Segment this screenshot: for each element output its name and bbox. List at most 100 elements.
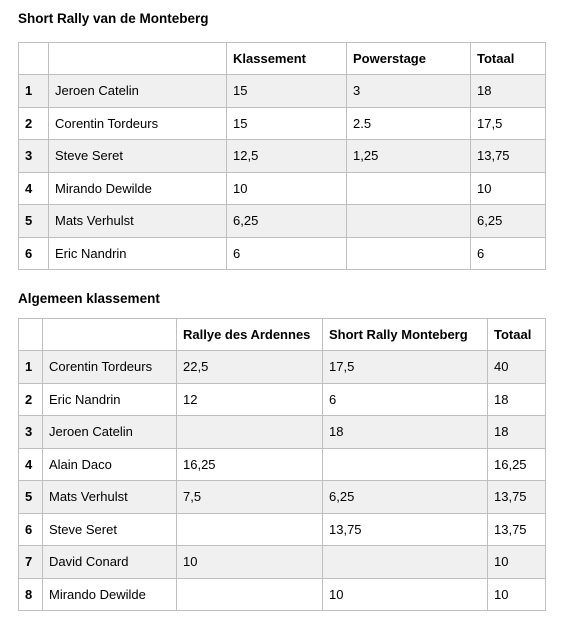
header-cell: Totaal — [470, 42, 546, 75]
score-cell: 1,25 — [346, 139, 471, 173]
table-row: 6 Steve Seret 13,75 13,75 — [18, 512, 546, 546]
rank-cell: 2 — [18, 106, 49, 140]
score-cell: 12,5 — [226, 139, 347, 173]
header-cell: Klassement — [226, 42, 347, 75]
table-row: 5 Mats Verhulst 6,25 6,25 — [18, 204, 546, 238]
header-row: Klassement Powerstage Totaal — [18, 42, 546, 75]
name-cell: Mirando Dewilde — [48, 171, 227, 205]
name-cell: Corentin Tordeurs — [42, 350, 177, 384]
score-cell: 6 — [226, 236, 347, 270]
name-cell: Mirando Dewilde — [42, 577, 177, 611]
rank-cell: 7 — [18, 545, 43, 579]
score-cell: 7,5 — [176, 480, 323, 514]
score-cell: 18 — [487, 415, 546, 449]
results-table: Klassement Powerstage Totaal 1 Jeroen Cateli… — [18, 42, 546, 270]
score-cell: 40 — [487, 350, 546, 384]
score-cell — [322, 545, 488, 579]
name-cell: Mats Verhulst — [48, 204, 227, 238]
header-cell — [18, 318, 43, 351]
score-cell: 10 — [487, 577, 546, 611]
score-cell: 15 — [226, 106, 347, 140]
name-cell: Mats Verhulst — [42, 480, 177, 514]
name-cell: Jeroen Catelin — [42, 415, 177, 449]
rank-cell: 1 — [18, 350, 43, 384]
score-cell: 16,25 — [176, 447, 323, 481]
table-row: 8 Mirando Dewilde 10 10 — [18, 577, 546, 611]
rank-cell: 6 — [18, 512, 43, 546]
score-cell: 22,5 — [176, 350, 323, 384]
score-cell — [346, 236, 471, 270]
score-cell: 10 — [322, 577, 488, 611]
name-cell: Steve Seret — [42, 512, 177, 546]
name-cell: Steve Seret — [48, 139, 227, 173]
header-cell: Short Rally Monteberg — [322, 318, 488, 351]
score-cell — [346, 204, 471, 238]
score-cell: 16,25 — [487, 447, 546, 481]
rank-cell: 5 — [18, 204, 49, 238]
rank-cell: 8 — [18, 577, 43, 611]
header-cell — [18, 42, 49, 75]
score-cell: 2.5 — [346, 106, 471, 140]
score-cell: 18 — [470, 74, 546, 108]
header-cell: Powerstage — [346, 42, 471, 75]
header-cell: Rallye des Ardennes — [176, 318, 323, 351]
rank-cell: 5 — [18, 480, 43, 514]
score-cell: 6 — [470, 236, 546, 270]
name-cell: Eric Nandrin — [48, 236, 227, 270]
score-cell — [346, 171, 471, 205]
score-cell: 6 — [322, 382, 488, 416]
section-title: Algemeen klassement — [18, 291, 160, 306]
table-row: 7 David Conard 10 10 — [18, 545, 546, 579]
table-row: 4 Mirando Dewilde 10 10 — [18, 171, 546, 205]
rank-cell: 3 — [18, 139, 49, 173]
section-title: Short Rally van de Monteberg — [18, 11, 209, 26]
table-row: 2 Corentin Tordeurs 15 2.5 17,5 — [18, 106, 546, 140]
header-cell — [48, 42, 227, 75]
score-cell — [176, 415, 323, 449]
score-cell: 17,5 — [322, 350, 488, 384]
table-row: 6 Eric Nandrin 6 6 — [18, 236, 546, 270]
rank-cell: 3 — [18, 415, 43, 449]
table-row: 5 Mats Verhulst 7,5 6,25 13,75 — [18, 480, 546, 514]
rank-cell: 4 — [18, 171, 49, 205]
score-cell: 17,5 — [470, 106, 546, 140]
header-cell: Totaal — [487, 318, 546, 351]
score-cell: 10 — [226, 171, 347, 205]
score-cell — [176, 577, 323, 611]
table-row: 1 Corentin Tordeurs 22,5 17,5 40 — [18, 350, 546, 384]
rank-cell: 1 — [18, 74, 49, 108]
name-cell: Eric Nandrin — [42, 382, 177, 416]
table-row: 1 Jeroen Catelin 15 3 18 — [18, 74, 546, 108]
table-row: 3 Steve Seret 12,5 1,25 13,75 — [18, 139, 546, 173]
score-cell: 13,75 — [487, 480, 546, 514]
name-cell: Corentin Tordeurs — [48, 106, 227, 140]
score-cell: 13,75 — [470, 139, 546, 173]
score-cell: 18 — [487, 382, 546, 416]
results-table: Rallye des Ardennes Short Rally Monteberg… — [18, 318, 546, 611]
score-cell: 6,25 — [322, 480, 488, 514]
table-row: 3 Jeroen Catelin 18 18 — [18, 415, 546, 449]
table-row: 2 Eric Nandrin 12 6 18 — [18, 382, 546, 416]
score-cell: 13,75 — [487, 512, 546, 546]
name-cell: Alain Daco — [42, 447, 177, 481]
score-cell: 10 — [176, 545, 323, 579]
score-cell: 12 — [176, 382, 323, 416]
name-cell: Jeroen Catelin — [48, 74, 227, 108]
header-cell — [42, 318, 177, 351]
score-cell: 18 — [322, 415, 488, 449]
score-cell: 3 — [346, 74, 471, 108]
rank-cell: 4 — [18, 447, 43, 481]
rank-cell: 2 — [18, 382, 43, 416]
rank-cell: 6 — [18, 236, 49, 270]
score-cell: 6,25 — [226, 204, 347, 238]
score-cell — [176, 512, 323, 546]
score-cell: 15 — [226, 74, 347, 108]
score-cell: 10 — [487, 545, 546, 579]
header-row: Rallye des Ardennes Short Rally Monteberg… — [18, 318, 546, 351]
score-cell: 13,75 — [322, 512, 488, 546]
score-cell — [322, 447, 488, 481]
table-row: 4 Alain Daco 16,25 16,25 — [18, 447, 546, 481]
score-cell: 10 — [470, 171, 546, 205]
score-cell: 6,25 — [470, 204, 546, 238]
